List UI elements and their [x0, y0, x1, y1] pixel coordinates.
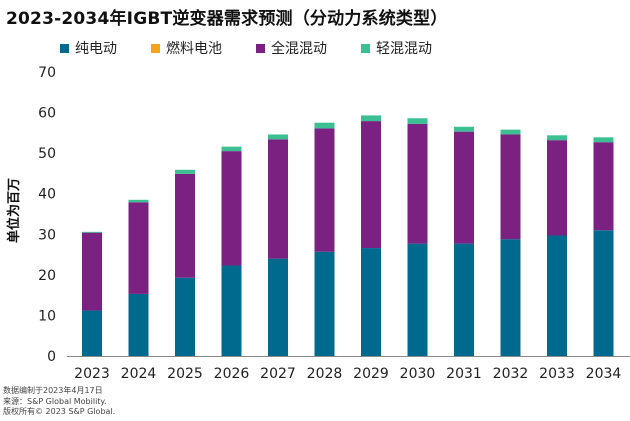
- legend-swatch: [151, 43, 160, 53]
- bar-segment: [82, 232, 102, 311]
- x-tick-label: 2027: [260, 366, 296, 382]
- bar-segment: [454, 243, 474, 356]
- bar-segment: [361, 115, 381, 122]
- x-tick-label: 2023: [74, 366, 110, 382]
- chart-title: 2023-2034年IGBT逆变器需求预测（分动力系统类型）: [6, 9, 448, 29]
- bar-segment: [221, 151, 242, 266]
- legend-item: 燃料电池: [151, 39, 222, 57]
- bar-segment: [175, 173, 195, 278]
- bar-segment: [407, 123, 428, 244]
- bar-segment: [314, 251, 335, 356]
- bar-segment: [128, 293, 149, 356]
- bar-segment: [407, 243, 428, 356]
- x-tick-label: 2029: [353, 366, 389, 382]
- bar-segment: [500, 239, 521, 356]
- x-tick-label: 2033: [539, 366, 575, 382]
- bar-segment: [593, 137, 614, 143]
- y-tick-label: 30: [38, 227, 56, 243]
- bar-segment: [361, 121, 381, 249]
- bar-segment: [268, 139, 288, 259]
- x-tick-label: 2028: [307, 366, 343, 382]
- bar-segment: [82, 310, 102, 356]
- bar-segment: [547, 235, 567, 356]
- bar-segment: [128, 202, 149, 294]
- bar-segment: [361, 248, 381, 356]
- y-tick-label: 70: [38, 65, 56, 81]
- bar-segment: [500, 134, 521, 240]
- footnote-compiled-date: 数据编制于2023年4月17日: [3, 386, 103, 395]
- bar-segment: [268, 134, 288, 140]
- legend-item: 纯电动: [60, 39, 117, 57]
- legend-label: 燃料电池: [166, 41, 222, 57]
- legend-label: 全混混动: [271, 41, 327, 57]
- x-tick-label: 2031: [446, 366, 482, 382]
- legend-label: 轻混混动: [376, 41, 432, 57]
- bar-segment: [454, 126, 474, 132]
- bar-segment: [547, 135, 567, 141]
- bar-segment: [175, 169, 195, 174]
- bar-segment: [82, 231, 102, 233]
- y-tick-label: 20: [38, 268, 56, 284]
- bar-segment: [593, 230, 614, 356]
- footnotes: 数据编制于2023年4月17日 来源：S&P Global Mobility. …: [3, 386, 115, 418]
- bar-segment: [175, 277, 195, 356]
- y-tick-label: 50: [38, 146, 56, 162]
- bar-segment: [547, 140, 567, 236]
- footnote-source: 来源：S&P Global Mobility.: [3, 396, 107, 406]
- footnote-copyright: 版权所有© 2023 S&P Global.: [3, 407, 116, 416]
- bar-segment: [221, 146, 242, 152]
- legend-swatch: [256, 43, 265, 53]
- bar-segment: [221, 265, 242, 356]
- bar-segment: [454, 131, 474, 244]
- y-tick-label: 0: [47, 349, 56, 365]
- x-tick-label: 2025: [167, 366, 203, 382]
- legend-swatch: [361, 43, 370, 53]
- bar-segment: [314, 128, 335, 252]
- bar-segment: [128, 199, 149, 203]
- x-tick-label: 2030: [400, 366, 436, 382]
- x-tick-label: 2024: [121, 366, 157, 382]
- bar-segment: [314, 122, 335, 129]
- x-tick-label: 2026: [214, 366, 250, 382]
- legend-label: 纯电动: [75, 41, 117, 57]
- bar-segment: [500, 129, 521, 135]
- legend-swatch: [60, 43, 69, 53]
- bar-segment: [268, 258, 288, 356]
- bar-segment: [407, 118, 428, 124]
- bar-segment: [593, 142, 614, 231]
- y-tick-label: 10: [38, 308, 56, 324]
- chart-legend: 纯电动 燃料电池 全混混动 轻混混动: [60, 39, 620, 57]
- legend-item: 轻混混动: [361, 39, 432, 57]
- y-tick-label: 60: [38, 106, 56, 122]
- x-tick-label: 2032: [493, 366, 529, 382]
- x-tick-label: 2034: [586, 366, 622, 382]
- legend-item: 全混混动: [256, 39, 327, 57]
- y-tick-label: 40: [38, 187, 56, 203]
